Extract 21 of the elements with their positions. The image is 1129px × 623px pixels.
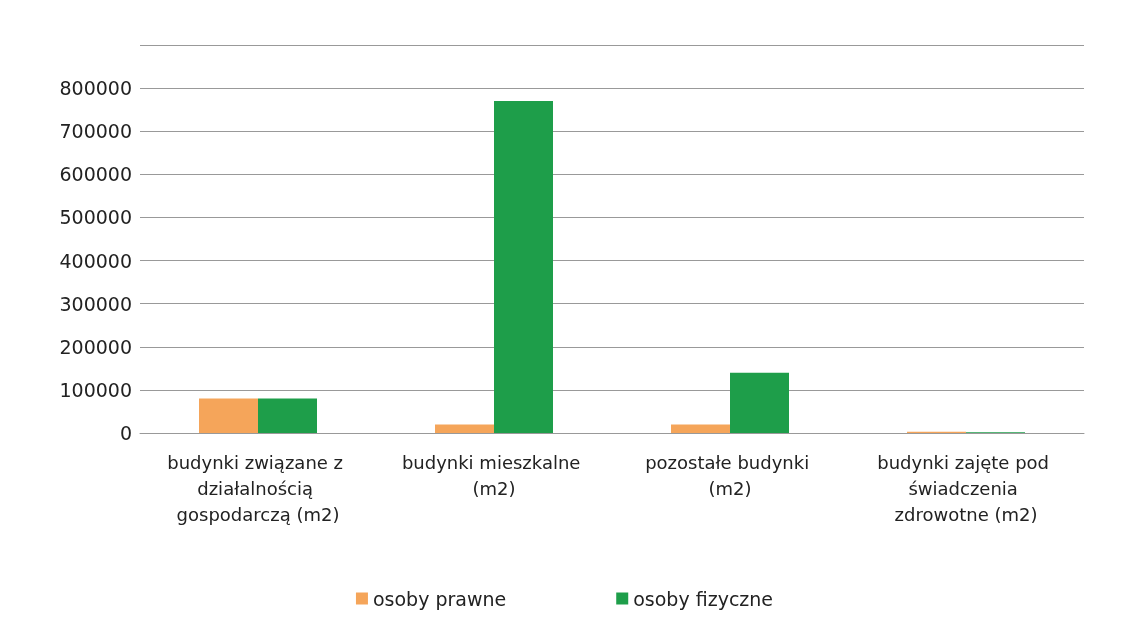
y-tick-label: 100000 (59, 378, 132, 401)
x-tick-label: budynki zajęte pod świadczenia zdrowotne (m2) (877, 451, 1055, 525)
bar (199, 398, 258, 433)
y-tick-label: 300000 (59, 292, 132, 315)
legend-label: osoby prawne (372, 587, 507, 610)
x-tick-label: budynki mieszkalne (m2) (401, 451, 587, 499)
x-tick-label: pozostałe budynki (m2) (645, 451, 815, 499)
legend-label: osoby fizyczne (633, 587, 774, 610)
y-tick-label: 800000 (59, 77, 132, 100)
bar (258, 398, 317, 433)
x-tick-label: budynki związane z działalnością gospodarczą (m2) (167, 451, 349, 525)
bar (730, 372, 789, 433)
bar (671, 424, 730, 433)
bar (435, 424, 494, 433)
bar (494, 101, 553, 433)
y-tick-label: 600000 (59, 163, 132, 186)
y-tick-label: 400000 (59, 249, 132, 272)
y-tick-label: 200000 (59, 335, 132, 358)
y-tick-label: 0 (119, 422, 132, 444)
y-tick-label: 700000 (59, 120, 132, 143)
y-tick-label: 500000 (59, 206, 132, 229)
